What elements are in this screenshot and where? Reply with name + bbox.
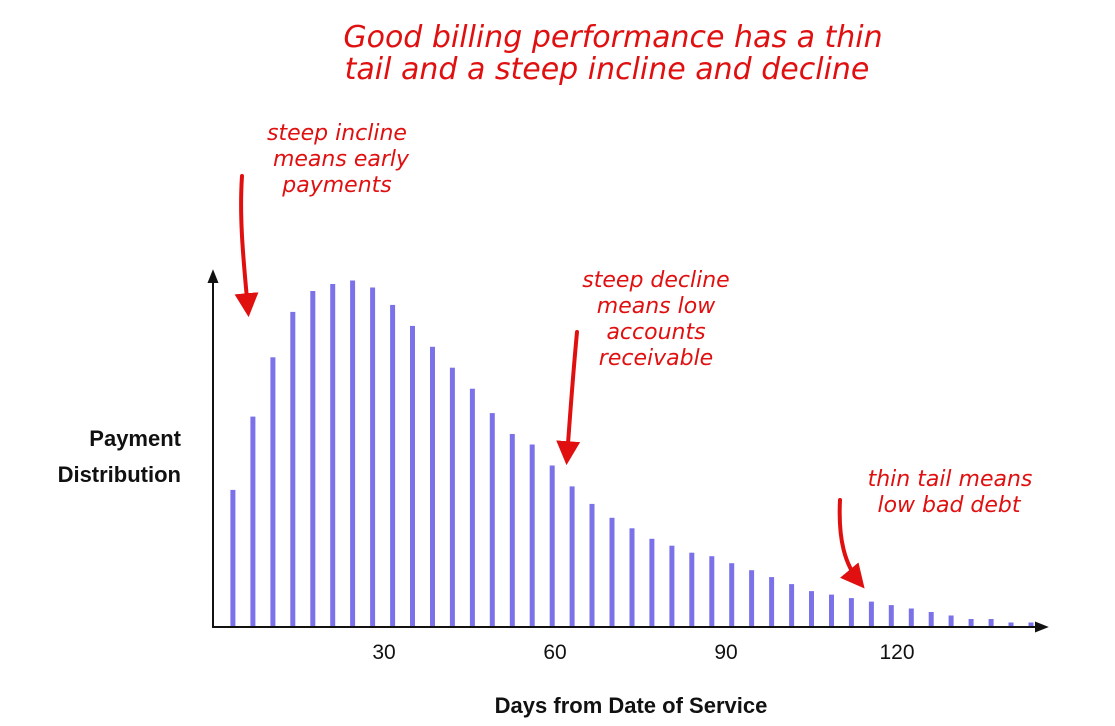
bar	[469, 388, 475, 626]
bar	[769, 577, 775, 626]
annotation-decline-line-4: receivable	[599, 346, 713, 371]
bar	[948, 615, 954, 626]
chart-title-line-2: tail and a steep incline and decline	[345, 52, 870, 87]
bar	[968, 619, 974, 626]
annotation-decline-line-3: accounts	[606, 320, 705, 345]
bar	[589, 503, 595, 626]
x-tick-label: 90	[714, 641, 737, 664]
bar	[370, 287, 376, 626]
bar	[509, 434, 515, 626]
annotation-decline-line-1: steep decline	[582, 268, 729, 293]
annotation-incline-arrow	[234, 174, 259, 318]
annotation-decline-line-2: means low	[597, 294, 716, 319]
bar	[988, 619, 994, 626]
bar	[569, 486, 575, 626]
bar	[729, 563, 735, 626]
y-axis-label-line-1: Payment	[89, 426, 181, 451]
bar	[809, 591, 814, 626]
bar	[529, 444, 535, 626]
bar	[749, 570, 755, 626]
bar	[1008, 622, 1014, 626]
annotation-decline-arrow	[556, 330, 581, 466]
bar	[390, 304, 396, 626]
bar	[330, 284, 336, 626]
x-tick-label: 120	[879, 641, 914, 664]
annotation-incline-line-2: means early	[273, 147, 410, 172]
x-tick-labels: 30 60 90 120	[372, 641, 914, 664]
annotation-incline-line-1: steep incline	[267, 121, 407, 146]
bar	[689, 552, 695, 626]
bar	[290, 311, 296, 626]
x-axis-label: Days from Date of Service	[495, 693, 768, 718]
chart-title-line-1: Good billing performance has a thin	[343, 20, 882, 55]
bar	[888, 605, 894, 626]
bar	[350, 280, 356, 626]
bar	[789, 584, 795, 626]
x-tick-label: 30	[372, 641, 395, 664]
bar	[250, 416, 256, 626]
bar	[709, 556, 715, 626]
bar	[270, 357, 276, 626]
bar	[829, 594, 834, 626]
bar	[549, 465, 555, 626]
bar	[848, 598, 854, 626]
bar	[609, 517, 615, 626]
annotation-incline-line-3: payments	[281, 173, 391, 198]
bar	[489, 413, 495, 626]
bar	[430, 346, 435, 626]
bar	[868, 601, 874, 626]
bar	[629, 528, 635, 626]
bar	[928, 612, 934, 626]
bar	[908, 608, 914, 626]
bar	[649, 538, 655, 627]
bar	[669, 545, 675, 626]
bar	[1028, 622, 1034, 626]
bar	[230, 489, 236, 626]
y-axis-label-line-2: Distribution	[58, 462, 181, 487]
bar	[410, 325, 415, 626]
annotation-tail-arrow	[837, 498, 865, 589]
bars	[230, 280, 1034, 627]
annotation-tail-line-1: thin tail means	[868, 467, 1033, 492]
bar	[449, 367, 455, 626]
annotation-tail-line-2: low bad debt	[877, 493, 1021, 518]
x-tick-label: 60	[543, 641, 566, 664]
bar	[310, 291, 316, 626]
